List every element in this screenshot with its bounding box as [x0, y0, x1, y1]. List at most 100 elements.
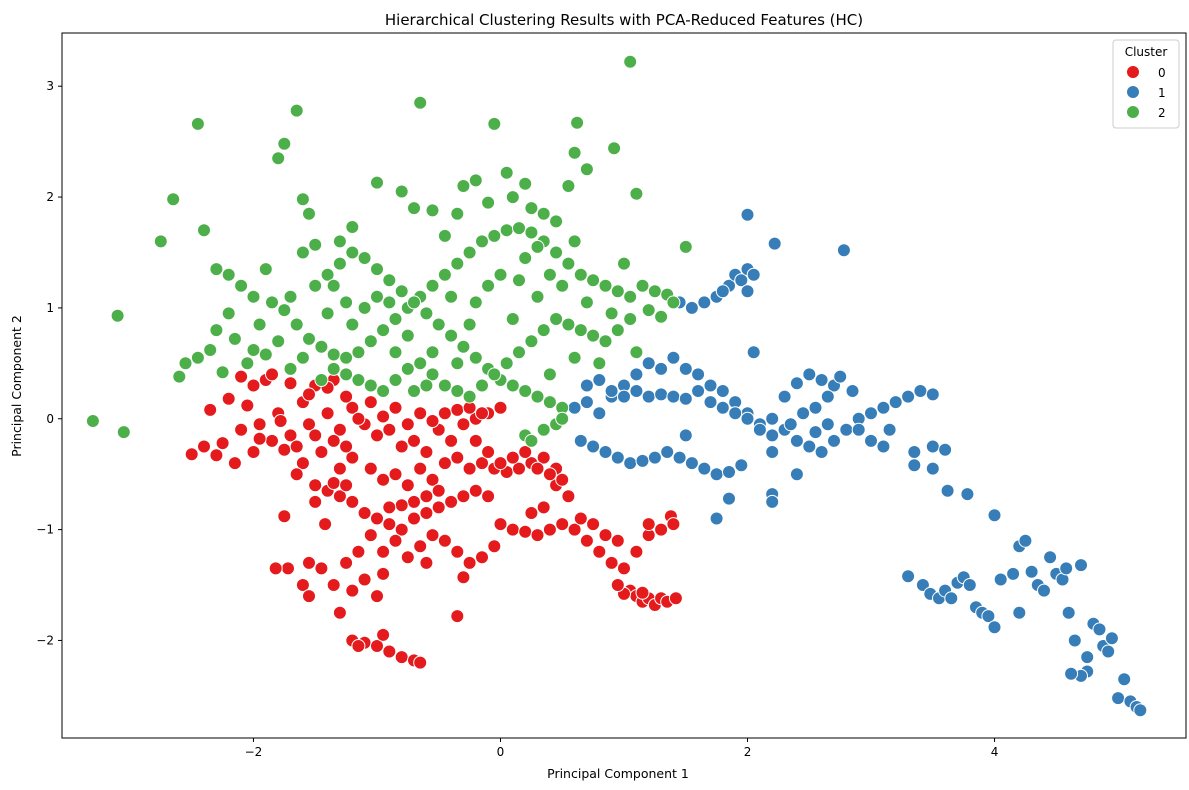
- point-1-75: [678, 428, 693, 443]
- point-2-180: [320, 306, 335, 321]
- point-0-68: [493, 517, 508, 532]
- point-2-159: [530, 289, 545, 304]
- point-2-61: [308, 278, 323, 293]
- point-1-122: [1018, 533, 1033, 548]
- point-2-37: [388, 312, 403, 326]
- y-tick-label: 1: [46, 301, 54, 315]
- point-1-31: [586, 439, 601, 454]
- point-0-120: [413, 655, 428, 670]
- point-2-169: [462, 317, 477, 332]
- point-1-55: [715, 400, 730, 415]
- point-2-70: [419, 306, 434, 321]
- point-1-88: [777, 389, 792, 404]
- point-0-67: [481, 489, 496, 504]
- point-0-149: [339, 389, 354, 404]
- point-0-9: [227, 456, 242, 471]
- point-1-96: [882, 422, 897, 437]
- point-1-11: [703, 378, 718, 393]
- point-2-123: [561, 179, 576, 193]
- point-2-78: [518, 384, 533, 398]
- point-1-148: [1064, 666, 1079, 681]
- point-1-69: [740, 284, 755, 299]
- point-1-68: [746, 267, 761, 282]
- point-0-97: [610, 578, 625, 592]
- point-0-116: [370, 639, 384, 653]
- point-0-32: [295, 456, 310, 471]
- point-0-108: [345, 583, 360, 598]
- point-0-129: [437, 533, 452, 548]
- point-2-161: [579, 295, 594, 310]
- point-2-27: [265, 295, 279, 310]
- point-1-147: [1080, 650, 1095, 665]
- point-1-43: [734, 458, 749, 473]
- point-2-18: [190, 350, 205, 365]
- point-0-79: [629, 544, 644, 559]
- point-0-182: [326, 476, 341, 490]
- point-0-162: [234, 422, 249, 437]
- point-2-97: [499, 356, 514, 371]
- point-1-72: [767, 236, 782, 251]
- series-0: [184, 367, 683, 670]
- point-0-84: [573, 511, 588, 526]
- point-1-61: [684, 300, 699, 315]
- point-1-143: [1133, 703, 1148, 718]
- point-2-178: [407, 384, 421, 398]
- point-1-146: [944, 591, 959, 606]
- series-1: [567, 207, 1148, 718]
- point-1-44: [579, 378, 594, 393]
- point-1-57: [740, 411, 755, 426]
- point-0-30: [493, 400, 508, 415]
- point-1-118: [987, 620, 1002, 635]
- point-1-97: [789, 467, 804, 482]
- point-1-50: [654, 387, 669, 402]
- point-1-125: [1037, 583, 1051, 598]
- legend-title: Cluster: [1125, 45, 1168, 59]
- point-0-134: [419, 555, 434, 570]
- point-1-105: [960, 487, 975, 502]
- point-1-100: [907, 458, 922, 473]
- y-tick-label: −2: [36, 633, 54, 647]
- point-2-43: [462, 245, 477, 260]
- point-0-43: [450, 450, 465, 465]
- point-0-175: [542, 467, 557, 482]
- point-2-7: [209, 262, 224, 277]
- point-1-126: [1043, 550, 1058, 565]
- point-1-30: [573, 433, 588, 448]
- point-0-103: [295, 578, 310, 592]
- point-2-172: [512, 273, 526, 288]
- point-0-124: [376, 544, 391, 559]
- point-2-101: [549, 312, 564, 326]
- point-2-72: [444, 328, 459, 343]
- point-1-8: [666, 350, 681, 365]
- legend-marker-2: [1126, 105, 1140, 119]
- point-2-106: [610, 323, 625, 338]
- point-0-50: [536, 450, 551, 465]
- point-2-65: [357, 251, 372, 265]
- point-1-59: [765, 428, 780, 443]
- point-0-126: [400, 550, 415, 565]
- point-2-181: [295, 350, 310, 365]
- point-1-91: [808, 425, 823, 440]
- point-1-89: [796, 406, 811, 421]
- point-1-49: [641, 389, 656, 404]
- point-0-81: [654, 522, 669, 537]
- point-1-129: [1061, 605, 1076, 620]
- point-0-7: [197, 439, 211, 454]
- point-1-119: [993, 572, 1008, 587]
- plot-frame: [61, 32, 1187, 739]
- point-0-98: [635, 585, 650, 600]
- point-2-115: [468, 173, 483, 188]
- point-0-154: [400, 417, 415, 432]
- point-1-62: [697, 295, 712, 310]
- point-2-42: [450, 256, 465, 271]
- point-0-161: [215, 436, 230, 451]
- point-2-143: [518, 176, 533, 191]
- point-0-61: [407, 511, 421, 526]
- point-2-56: [623, 289, 638, 304]
- point-2-137: [345, 220, 360, 234]
- point-0-127: [413, 539, 428, 554]
- point-1-32: [598, 445, 613, 459]
- point-2-2: [110, 308, 125, 323]
- point-1-7: [654, 361, 669, 376]
- point-0-173: [518, 445, 533, 459]
